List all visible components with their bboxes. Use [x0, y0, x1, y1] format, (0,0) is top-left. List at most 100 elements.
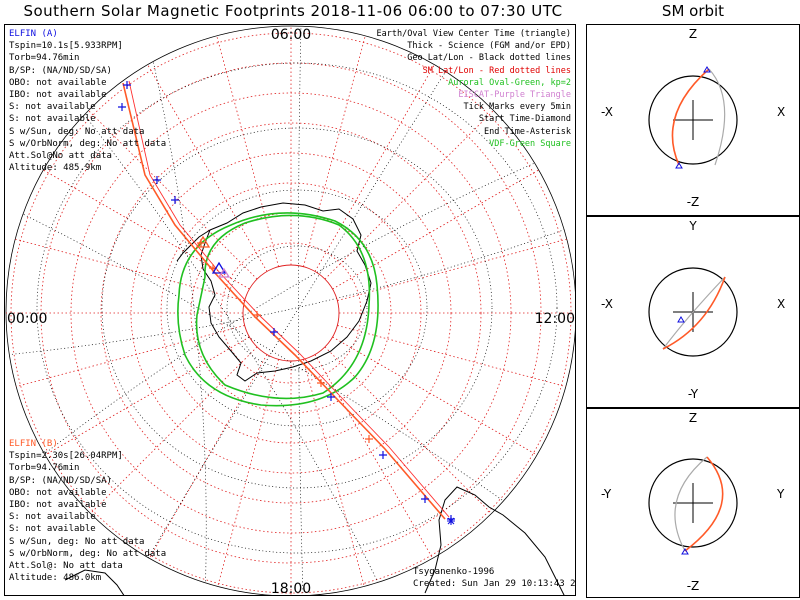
legend-item: Thick - Science (FGM and/or EPD)	[407, 41, 571, 52]
elfin-a-lines: Tspin=10.1s[5.933RPM] Torb=94.76min B/SP: …	[9, 40, 166, 174]
elfin-b-line: Tspin=2.30s[26.04RPM]	[9, 451, 123, 462]
orbit-xz-svg	[648, 66, 738, 169]
legend-item: Start Time-Diamond	[478, 114, 571, 125]
orbit-far-side	[674, 456, 708, 552]
orbit-panel-yz: Z -Z -Y Y	[586, 408, 800, 598]
orbit-far-side	[708, 68, 726, 166]
legend-item: Geo Lat/Lon - Black dotted lines	[407, 53, 571, 64]
sm-lon-line	[6, 234, 245, 301]
credits-author: Tsyganenko-1996	[413, 567, 495, 577]
orbit-far-side	[662, 276, 726, 350]
elfin-a-line: Torb=94.76min	[9, 53, 80, 64]
antarctica-coastline	[200, 202, 372, 382]
track-tick-mark	[421, 495, 429, 503]
sm-lon-line	[332, 336, 552, 464]
sm-lon-line	[337, 325, 575, 392]
earth-circle	[648, 75, 738, 165]
track-tick-mark-b	[365, 435, 373, 443]
orbit-xy-left-label: -X	[601, 297, 613, 311]
track-tick-mark	[327, 393, 335, 401]
orbit-xz-top-label: Z	[688, 27, 698, 41]
earth-circle	[648, 458, 738, 548]
elfin-a-line: S: not available	[9, 114, 96, 125]
orbit-panel-xy: Y -Y -X X	[586, 216, 800, 408]
time-label-bottom: 18:00	[271, 581, 311, 596]
sm-lat-circle	[220, 242, 362, 384]
earth-circle	[648, 267, 738, 357]
end-triangle	[675, 162, 683, 169]
sm-lon-line	[314, 354, 442, 574]
orbit-near-side	[662, 276, 726, 350]
elfin-b-line: S w/OrbNorm, deg: No att data	[9, 548, 167, 559]
track-tick-mark	[379, 451, 387, 459]
plot-title: Southern Solar Magnetic Footprints 2018-…	[23, 2, 563, 20]
map-svg: 06:00 00:00 12:00 18:00	[5, 25, 575, 596]
view-center-triangle-b	[195, 235, 211, 248]
orbit-panel-xz: Z -Z -X X	[586, 24, 800, 216]
track-tick-mark	[123, 81, 131, 89]
start-triangle	[677, 316, 685, 323]
track-tick-mark	[118, 103, 126, 111]
elfin-a-line: B/SP: (NA/ND/SD/SA)	[9, 65, 112, 76]
elfin-a-line: Att.Sol@No att data	[9, 151, 112, 162]
elfin-b-line: Att.Sol@: No att data	[9, 561, 123, 572]
orbit-xz-bottom-label: -Z	[686, 195, 700, 209]
orbit-yz-bottom-label: -Z	[686, 579, 700, 593]
orbit-near-side	[671, 68, 710, 166]
elfin-b-line: IBO: not available	[9, 500, 107, 511]
orbit-xy-bottom-label: -Y	[687, 387, 699, 401]
elfin-b-line: Altitude: 486.0km	[9, 573, 102, 584]
legend-item: Tick Marks every 5min	[463, 102, 571, 113]
orbit-yz-left-label: -Y	[601, 487, 612, 501]
earth-limb	[5, 25, 575, 595]
track-tick-mark	[153, 176, 161, 184]
credits-created: Created: Sun Jan 29 10:13:43 2023	[413, 579, 576, 590]
elfin-b-line: OBO: not available	[9, 487, 107, 498]
elfin-a-line: OBO: not available	[9, 77, 107, 88]
sm-lon-line	[324, 346, 504, 526]
elfin-b-line: S w/Sun, deg: No att data	[9, 536, 145, 547]
elfin-b-line: Torb=94.76min	[9, 463, 80, 474]
orbit-xz-left-label: -X	[601, 105, 613, 119]
orbit-near-side	[684, 456, 724, 552]
sm-lon-line	[212, 359, 279, 595]
sm-lat-circle	[160, 182, 422, 444]
auroral-oval	[177, 212, 379, 407]
australia-coastline	[64, 569, 125, 595]
orbit-yz-top-label: Z	[688, 411, 698, 425]
elfin-a-title: ELFIN (A)	[9, 29, 58, 39]
geo-latlon-grid	[6, 26, 575, 595]
elfin-b-lines: Tspin=2.30s[26.04RPM] Torb=94.76min B/SP: …	[9, 450, 166, 584]
legend-item: Auroral Oval-Green, kp=2	[448, 77, 571, 88]
sm-lon-line	[337, 234, 575, 301]
end-asterisk	[447, 517, 455, 525]
sm-lon-line	[212, 26, 279, 267]
view-center-triangle-a	[211, 261, 227, 274]
track-tick-mark	[270, 328, 278, 336]
legend-item: Earth/Oval View Center Time (triangle)	[376, 29, 571, 39]
time-label-right: 12:00	[535, 311, 575, 327]
sm-lat-circle	[40, 62, 542, 564]
elfin-a-line: S w/Sun, deg: No att data	[9, 126, 145, 137]
legend-item: VDF-Green Square	[489, 138, 571, 149]
track-tick-mark	[171, 196, 179, 204]
sm-polar-circle	[242, 264, 340, 362]
track-tick-mark-b	[253, 311, 261, 319]
elfin-a-info: ELFIN (A) Tspin=10.1s[5.933RPM] Torb=94.7…	[9, 28, 166, 174]
eiscat-triangle	[217, 267, 231, 278]
credits: Tsyganenko-1996 Created: Sun Jan 29 10:1…	[413, 566, 576, 590]
elfin-b-line: S: not available	[9, 524, 96, 535]
satellite-tracks	[118, 80, 455, 525]
elfin-a-line: S: not available	[9, 102, 96, 113]
orbit-xz-right-label: X	[777, 105, 786, 119]
footprint-map: 06:00 00:00 12:00 18:00 ELFIN (A) Tspin=…	[4, 24, 576, 596]
orbit-xy-right-label: X	[777, 297, 786, 311]
time-label-left: 00:00	[7, 311, 47, 327]
orbit-yz-right-label: Y	[777, 487, 785, 501]
elfin-a-line: Tspin=10.1s[5.933RPM]	[9, 41, 123, 52]
start-triangle	[703, 66, 711, 73]
elfin-a-line: S w/OrbNorm, deg: No att data	[9, 138, 167, 149]
legend-item: End Time-Asterisk	[484, 126, 571, 137]
legend: Earth/Oval View Center Time (triangle) Th…	[377, 28, 571, 150]
sm-lon-line	[6, 325, 245, 392]
